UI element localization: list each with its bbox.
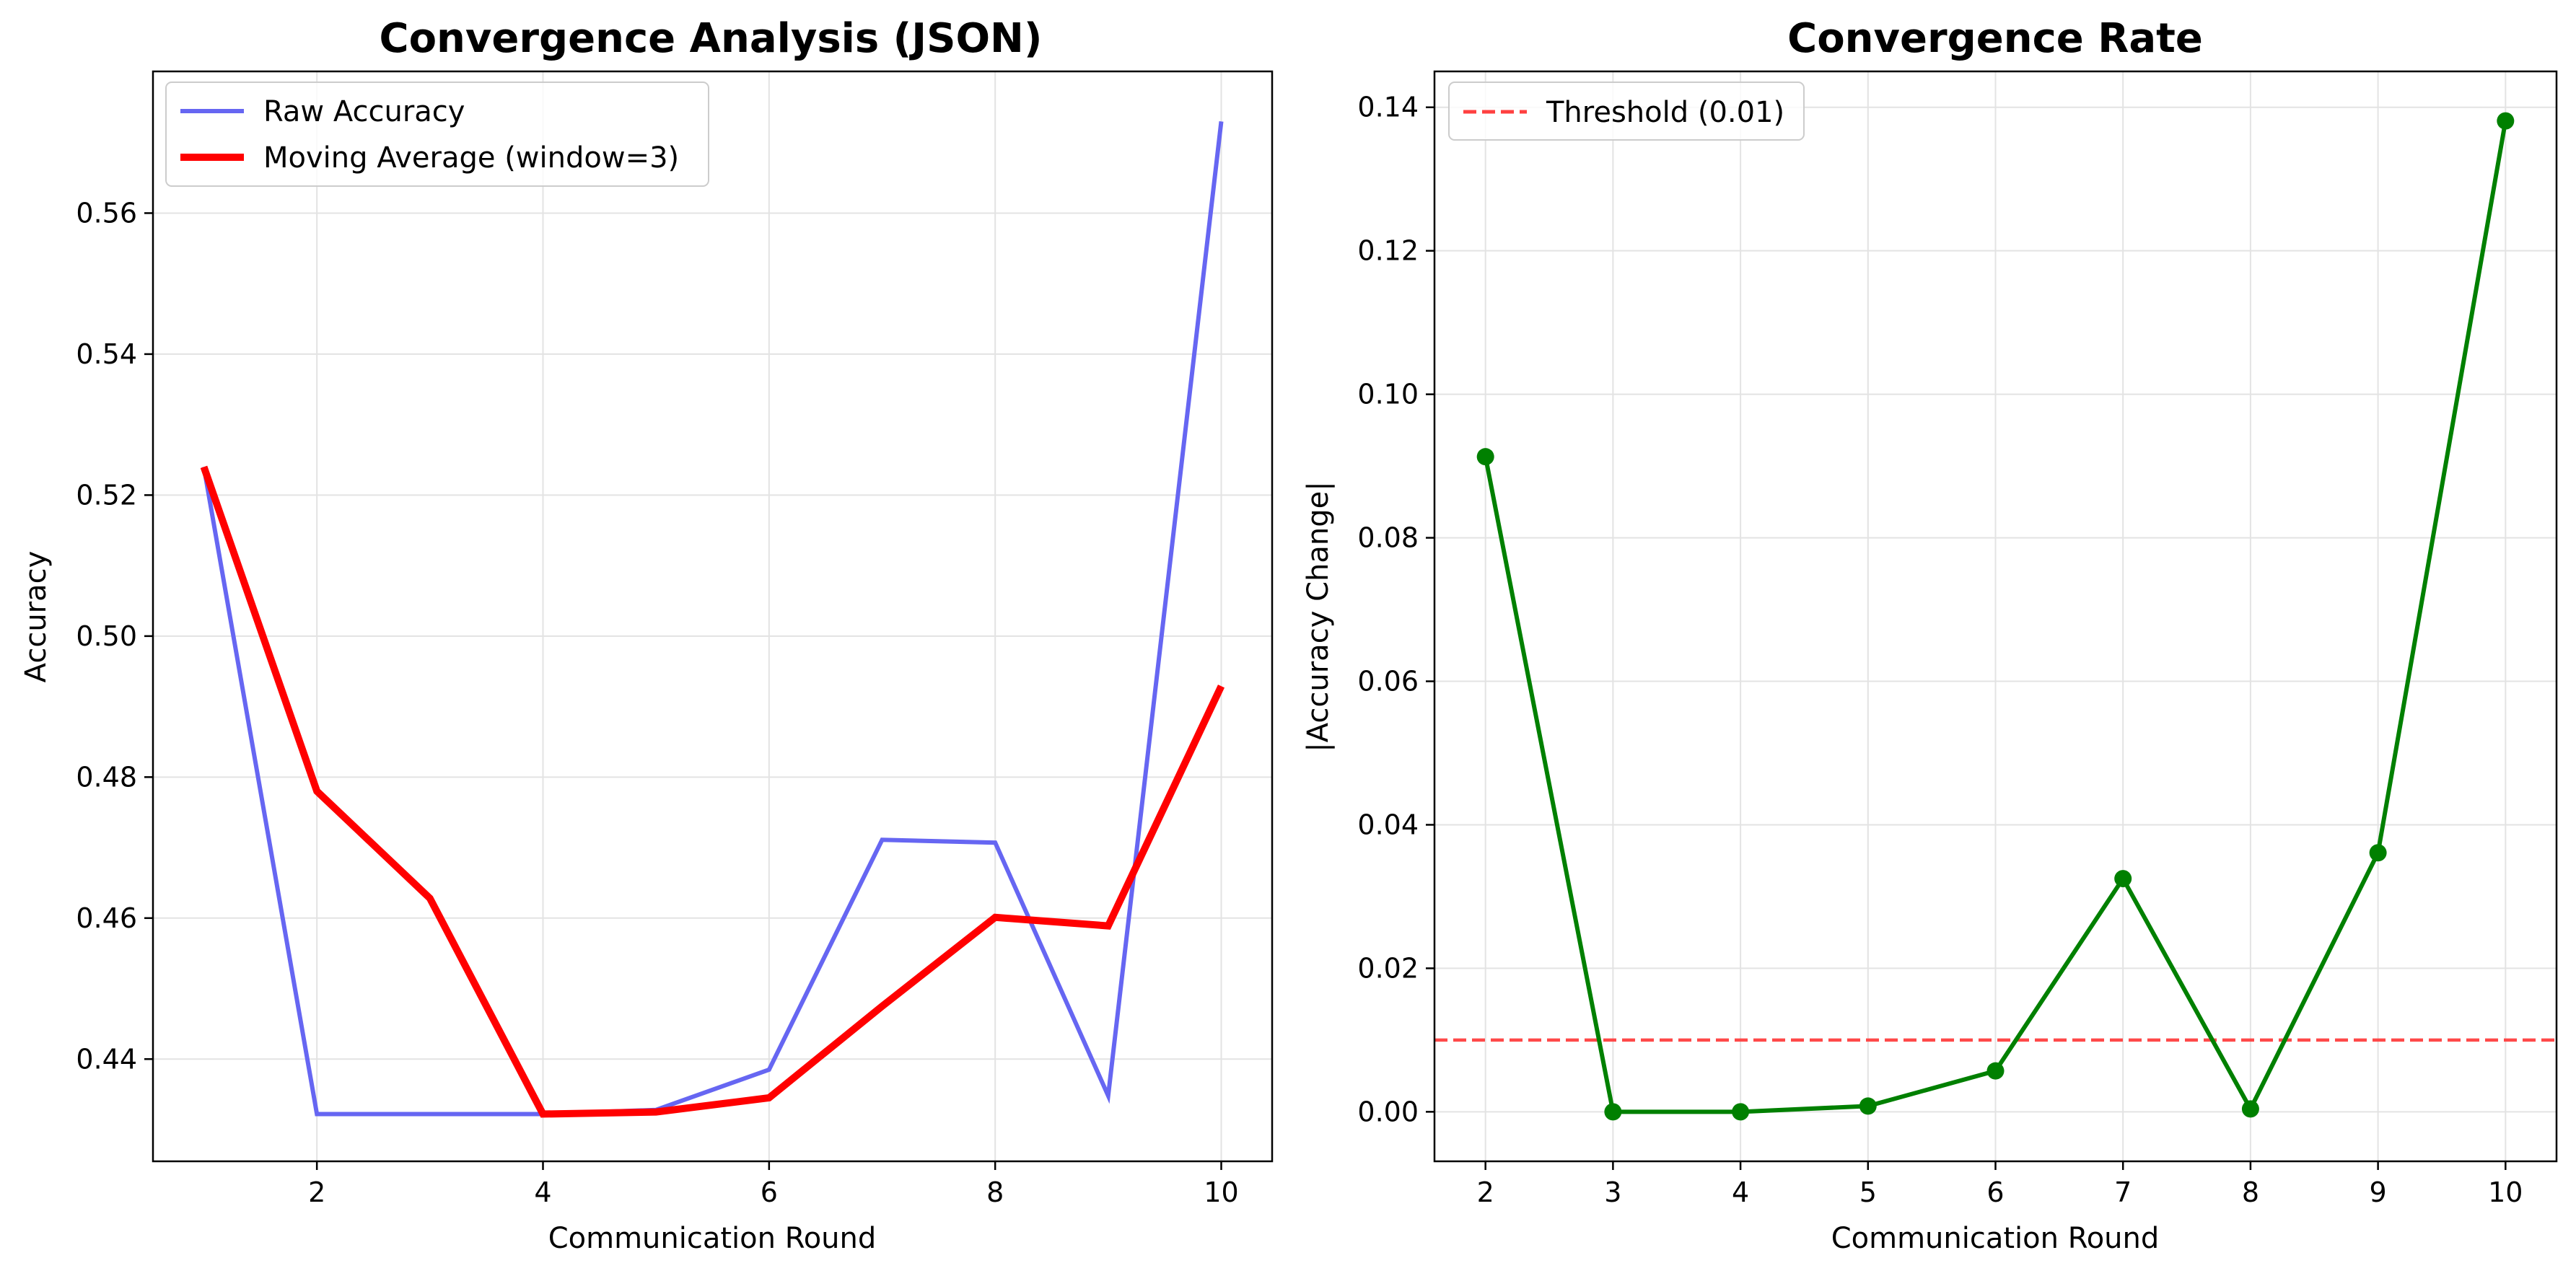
x-axis-ticks: 2 3 4 5 6 7 8 9 10 bbox=[1477, 1161, 2523, 1208]
y-tick-label: 0.52 bbox=[76, 479, 137, 511]
data-point bbox=[2497, 112, 2515, 130]
x-tick-label: 6 bbox=[1986, 1176, 2004, 1208]
x-axis-label: Communication Round bbox=[1831, 1222, 2160, 1255]
legend-box bbox=[165, 82, 709, 187]
y-tick-label: 0.44 bbox=[76, 1043, 137, 1075]
legend-box bbox=[1448, 82, 1805, 141]
y-tick-label: 0.04 bbox=[1357, 809, 1419, 840]
grid bbox=[1434, 71, 2557, 1161]
legend-label-moving-average: Moving Average (window=3) bbox=[263, 141, 679, 175]
legend-label-raw-accuracy: Raw Accuracy bbox=[263, 95, 465, 128]
y-tick-label: 0.14 bbox=[1357, 92, 1419, 123]
y-tick-label: 0.56 bbox=[76, 197, 137, 229]
x-tick-label: 6 bbox=[761, 1176, 778, 1208]
series-lines bbox=[200, 121, 1225, 1118]
x-tick-label: 8 bbox=[986, 1176, 1004, 1208]
y-axis-label: Accuracy bbox=[19, 551, 53, 683]
x-tick-label: 2 bbox=[1477, 1176, 1494, 1208]
x-tick-label: 10 bbox=[1204, 1176, 1238, 1208]
data-point bbox=[2114, 870, 2132, 888]
series-line bbox=[200, 465, 1225, 1118]
y-tick-label: 0.46 bbox=[76, 902, 137, 934]
legend: Threshold (0.01) bbox=[1448, 82, 1805, 141]
data-point bbox=[2369, 844, 2387, 862]
x-axis-label: Communication Round bbox=[548, 1222, 877, 1255]
x-tick-label: 8 bbox=[2242, 1176, 2259, 1208]
accuracy-chart: Convergence Analysis (JSON) 2 4 6 8 10 0.440… bbox=[19, 15, 1274, 1255]
data-point bbox=[1986, 1062, 2005, 1080]
series-lines bbox=[1434, 112, 2557, 1121]
y-tick-label: 0.00 bbox=[1357, 1096, 1419, 1127]
y-tick-label: 0.12 bbox=[1357, 235, 1419, 267]
data-point bbox=[1732, 1103, 1750, 1121]
data-point bbox=[1604, 1103, 1622, 1121]
x-tick-label: 2 bbox=[308, 1176, 325, 1208]
legend: Raw Accuracy Moving Average (window=3) bbox=[165, 82, 709, 187]
data-point bbox=[1859, 1097, 1877, 1115]
chart-title: Convergence Analysis (JSON) bbox=[379, 15, 1042, 62]
y-axis-ticks: 0.00 0.02 0.04 0.06 0.08 0.10 0.12 0.14 bbox=[1357, 92, 1434, 1127]
x-tick-label: 7 bbox=[2114, 1176, 2132, 1208]
y-axis-ticks: 0.44 0.46 0.48 0.50 0.52 0.54 0.56 bbox=[76, 197, 153, 1075]
y-tick-label: 0.02 bbox=[1357, 952, 1419, 984]
y-tick-label: 0.06 bbox=[1357, 666, 1419, 698]
x-tick-label: 4 bbox=[534, 1176, 551, 1208]
grid bbox=[153, 71, 1272, 1161]
data-point bbox=[1476, 448, 1494, 466]
y-axis-label: |Accuracy Change| bbox=[1302, 481, 1335, 752]
plot-frame bbox=[152, 70, 1274, 1163]
x-tick-label: 9 bbox=[2370, 1176, 2387, 1208]
y-tick-label: 0.08 bbox=[1357, 522, 1419, 554]
series-line bbox=[201, 121, 1224, 1117]
x-axis-ticks: 2 4 6 8 10 bbox=[308, 1161, 1239, 1208]
y-tick-label: 0.10 bbox=[1357, 379, 1419, 410]
x-tick-label: 4 bbox=[1732, 1176, 1749, 1208]
y-tick-label: 0.50 bbox=[76, 620, 137, 652]
y-tick-label: 0.54 bbox=[76, 338, 137, 370]
x-tick-label: 5 bbox=[1859, 1176, 1877, 1208]
x-tick-label: 3 bbox=[1604, 1176, 1621, 1208]
x-tick-label: 10 bbox=[2488, 1176, 2523, 1208]
legend-label-threshold: Threshold (0.01) bbox=[1546, 96, 1784, 129]
data-point bbox=[2241, 1100, 2259, 1118]
convergence-rate-chart: Convergence Rate 2 3 4 5 6 7 8 9 10 0.00 0.02 0.04… bbox=[1302, 15, 2558, 1255]
chart-title: Convergence Rate bbox=[1787, 15, 2203, 62]
y-tick-label: 0.48 bbox=[76, 761, 137, 793]
